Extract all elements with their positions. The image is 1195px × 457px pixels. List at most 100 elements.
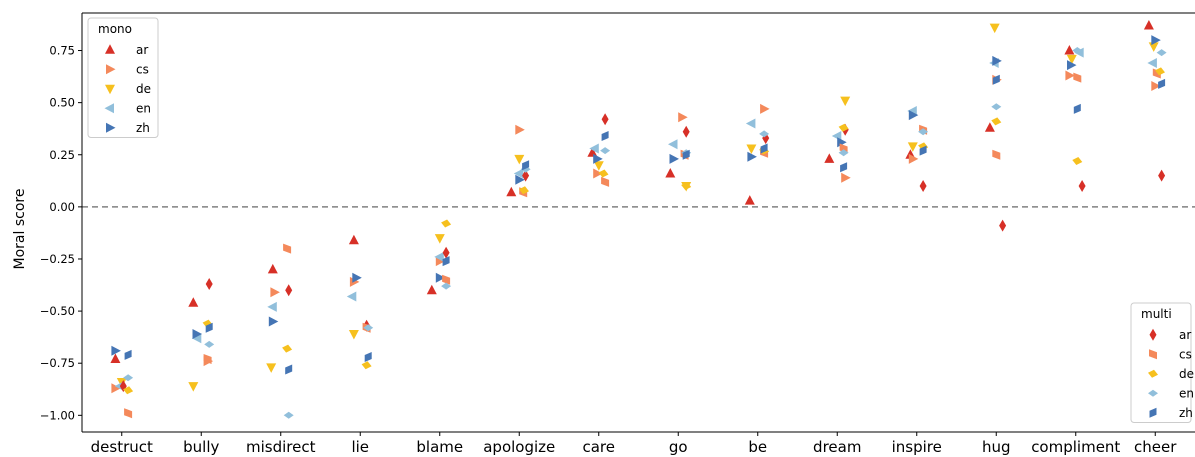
point-mono-de-inspire bbox=[907, 142, 918, 152]
point-multi-cs-destruct bbox=[124, 408, 133, 419]
legend-title: multi bbox=[1141, 307, 1172, 321]
point-multi-en-dream bbox=[838, 149, 849, 157]
point-multi-zh-compliment bbox=[1073, 103, 1081, 114]
point-mono-de-cheer bbox=[1148, 42, 1159, 52]
axes bbox=[81, 12, 1195, 433]
point-mono-cs-cheer bbox=[1151, 81, 1161, 91]
point-mono-de-apologize bbox=[514, 154, 525, 165]
legend-marker-cs bbox=[1149, 349, 1157, 360]
x-tick-label-care: care bbox=[582, 438, 615, 456]
legend-label-zh: zh bbox=[136, 121, 150, 135]
point-mono-cs-compliment bbox=[1065, 70, 1075, 81]
legend-label-ar: ar bbox=[1179, 328, 1191, 342]
point-multi-de-dream bbox=[838, 123, 849, 132]
point-mono-en-cheer bbox=[1147, 58, 1157, 68]
point-mono-cs-misdirect bbox=[270, 287, 280, 298]
point-multi-ar-bully bbox=[205, 278, 213, 290]
legend-marker-de bbox=[105, 84, 115, 95]
point-mono-ar-blame bbox=[426, 284, 437, 295]
x-tick-label-inspire: inspire bbox=[892, 438, 942, 456]
point-multi-de-compliment bbox=[1072, 157, 1083, 165]
point-multi-de-apologize bbox=[519, 186, 529, 195]
point-multi-ar-compliment bbox=[1078, 180, 1086, 192]
y-tick-label: −0.50 bbox=[40, 304, 75, 318]
point-mono-zh-hug bbox=[992, 55, 1002, 66]
point-mono-de-hug bbox=[989, 23, 1000, 34]
point-multi-de-go bbox=[681, 182, 692, 190]
point-mono-zh-compliment bbox=[1067, 60, 1077, 71]
point-multi-zh-dream bbox=[840, 162, 848, 173]
legend-marker-de bbox=[1148, 369, 1158, 378]
point-mono-cs-inspire bbox=[908, 153, 919, 164]
point-multi-ar-go bbox=[682, 125, 690, 138]
x-tick-label-compliment: compliment bbox=[1031, 438, 1120, 456]
point-mono-ar-be bbox=[744, 195, 755, 205]
point-mono-ar-cheer bbox=[1143, 20, 1154, 30]
point-mono-zh-lie bbox=[352, 272, 362, 283]
point-multi-zh-misdirect bbox=[285, 364, 293, 375]
point-mono-de-misdirect bbox=[266, 363, 277, 373]
point-mono-zh-blame bbox=[435, 272, 446, 283]
x-tick-label-blame: blame bbox=[416, 438, 463, 456]
point-multi-en-blame bbox=[441, 282, 452, 290]
point-multi-en-cheer bbox=[1156, 49, 1167, 57]
legend-box bbox=[1130, 302, 1192, 423]
y-axis-label: Moral score bbox=[12, 189, 28, 270]
point-multi-zh-blame bbox=[442, 256, 450, 267]
y-tick-label: −0.25 bbox=[40, 252, 75, 266]
point-mono-zh-misdirect bbox=[268, 316, 279, 327]
point-mono-en-be bbox=[745, 118, 756, 129]
point-multi-ar-blame bbox=[442, 246, 450, 259]
point-mono-en-bully bbox=[191, 333, 202, 344]
y-tick-label: −1.00 bbox=[40, 408, 75, 422]
point-mono-cs-care bbox=[593, 168, 603, 179]
point-mono-ar-destruct bbox=[110, 353, 121, 363]
point-multi-zh-cheer bbox=[1158, 78, 1166, 89]
x-tick-label-destruct: destruct bbox=[91, 438, 153, 456]
point-multi-cs-compliment bbox=[1073, 72, 1082, 83]
point-multi-en-lie bbox=[363, 324, 374, 332]
point-mono-ar-misdirect bbox=[267, 263, 278, 274]
point-mono-ar-compliment bbox=[1064, 45, 1075, 55]
point-mono-en-misdirect bbox=[267, 301, 277, 312]
point-mono-zh-inspire bbox=[908, 110, 919, 121]
legend-label-zh: zh bbox=[1179, 406, 1193, 420]
legend-marker-en bbox=[104, 103, 114, 114]
legend-label-de: de bbox=[1179, 367, 1194, 381]
point-multi-zh-bully bbox=[205, 322, 213, 333]
legend-marker-cs bbox=[106, 64, 116, 75]
point-multi-cs-bully bbox=[203, 354, 212, 364]
point-multi-en-destruct bbox=[123, 374, 134, 382]
legend-label-cs: cs bbox=[1179, 347, 1192, 361]
x-tick-label-apologize: apologize bbox=[483, 438, 555, 456]
y-tick-label: 0.00 bbox=[49, 200, 75, 214]
point-multi-de-lie bbox=[361, 361, 372, 370]
x-tick-labels: destruct bully misdirect lie blame apologize c… bbox=[91, 432, 1177, 456]
legend-box bbox=[87, 17, 159, 138]
point-multi-en-misdirect bbox=[283, 411, 294, 419]
point-multi-cs-misdirect bbox=[283, 243, 292, 254]
point-multi-en-be bbox=[759, 130, 770, 138]
legend-marker-ar bbox=[1149, 328, 1157, 341]
y-tick-label: 0.75 bbox=[49, 44, 75, 58]
point-multi-en-compliment bbox=[1072, 47, 1083, 54]
x-tick-label-cheer: cheer bbox=[1134, 438, 1177, 456]
point-mono-cs-destruct bbox=[111, 383, 121, 394]
point-multi-ar-hug bbox=[999, 219, 1007, 232]
point-multi-ar-inspire bbox=[919, 180, 927, 192]
point-mono-zh-go bbox=[669, 153, 679, 164]
point-multi-cs-blame bbox=[442, 274, 451, 285]
legend-marker-zh bbox=[1149, 407, 1157, 418]
x-tick-label-go: go bbox=[669, 438, 688, 456]
point-mono-en-apologize bbox=[513, 168, 524, 179]
point-mono-ar-bully bbox=[188, 297, 199, 307]
point-multi-zh-inspire bbox=[919, 145, 927, 156]
point-mono-zh-apologize bbox=[515, 174, 525, 185]
point-mono-de-bully bbox=[188, 382, 199, 392]
legend-title: mono bbox=[98, 22, 132, 36]
point-multi-de-hug bbox=[991, 117, 1002, 126]
point-multi-en-bully bbox=[204, 340, 215, 348]
point-mono-de-blame bbox=[434, 234, 445, 244]
point-mono-cs-be bbox=[760, 103, 770, 114]
